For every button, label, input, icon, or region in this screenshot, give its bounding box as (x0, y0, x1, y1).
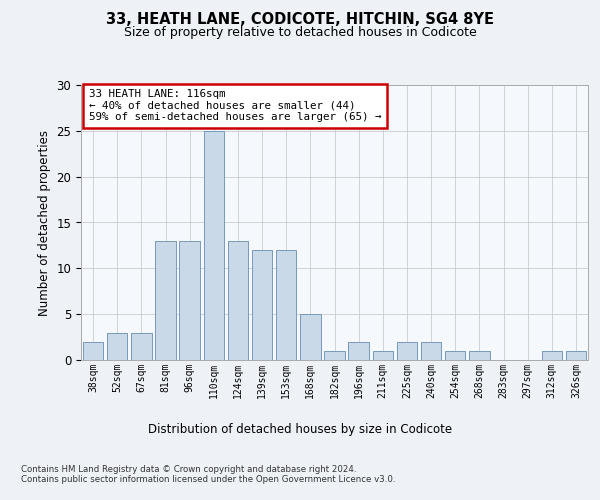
Bar (445, 351, 466, 360)
Bar (83, 342, 103, 360)
Text: Contains HM Land Registry data © Crown copyright and database right 2024.
Contai: Contains HM Land Registry data © Crown c… (21, 465, 395, 484)
Bar (300, 314, 320, 360)
Text: Distribution of detached houses by size in Codicote: Distribution of detached houses by size … (148, 422, 452, 436)
Text: 33, HEATH LANE, CODICOTE, HITCHIN, SG4 8YE: 33, HEATH LANE, CODICOTE, HITCHIN, SG4 8… (106, 12, 494, 28)
Bar (131, 332, 152, 360)
Bar (276, 250, 296, 360)
Bar (227, 241, 248, 360)
Bar (252, 250, 272, 360)
Bar (421, 342, 442, 360)
Bar (566, 351, 586, 360)
Bar (469, 351, 490, 360)
Bar (107, 332, 127, 360)
Bar (324, 351, 345, 360)
Bar (349, 342, 369, 360)
Bar (155, 241, 176, 360)
Bar (203, 131, 224, 360)
Bar (179, 241, 200, 360)
Text: Size of property relative to detached houses in Codicote: Size of property relative to detached ho… (124, 26, 476, 39)
Bar (373, 351, 393, 360)
Text: 33 HEATH LANE: 116sqm
← 40% of detached houses are smaller (44)
59% of semi-deta: 33 HEATH LANE: 116sqm ← 40% of detached … (89, 89, 381, 122)
Bar (542, 351, 562, 360)
Bar (397, 342, 417, 360)
Y-axis label: Number of detached properties: Number of detached properties (38, 130, 51, 316)
